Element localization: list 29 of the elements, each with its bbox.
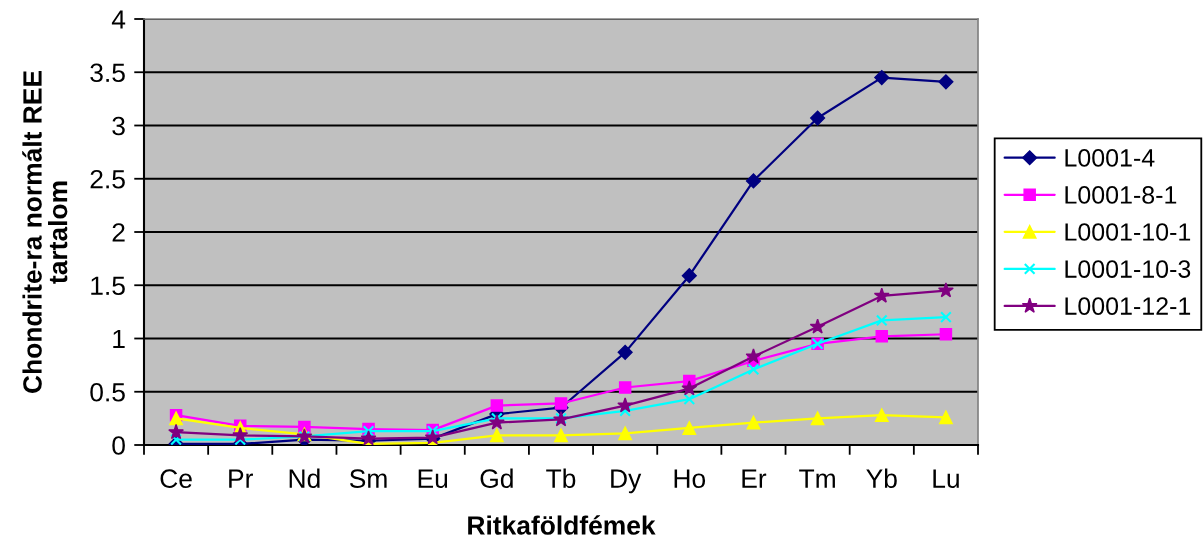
y-tick-label: 1.5 xyxy=(91,276,125,296)
y-tick-label: 2 xyxy=(112,223,125,242)
y-tick-label: 2.5 xyxy=(90,169,125,189)
legend-label: L0001-10-3 xyxy=(1065,260,1191,278)
x-tick-label: Gd xyxy=(480,468,513,488)
x-tick-label: Lu xyxy=(933,469,959,488)
x-tick-label: Ce xyxy=(160,469,192,488)
y-tick-label: 0.5 xyxy=(90,382,125,402)
x-tick-label: Sm xyxy=(349,469,387,488)
y-tick-label: 3.5 xyxy=(90,63,125,83)
legend-label: L0001-8-1 xyxy=(1065,186,1177,204)
x-tick-label: Yb xyxy=(866,468,897,488)
x-tick-label: Ho xyxy=(674,469,706,488)
y-tick-label: 0 xyxy=(112,436,125,455)
y-tick-label: 3 xyxy=(112,116,125,136)
y-tick-label: 1 xyxy=(113,329,125,349)
legend-label: L0001-10-1 xyxy=(1065,223,1191,241)
legend-label: L0001-12-1 xyxy=(1065,297,1191,315)
x-tick-label: Pr xyxy=(229,469,253,488)
x-tick-label: Dy xyxy=(611,469,642,494)
x-tick-label: Nd xyxy=(289,468,320,488)
x-axis-title: Ritkaföldfémek xyxy=(468,515,656,535)
x-tick-label: Tb xyxy=(546,468,576,488)
x-tick-label: Tm xyxy=(799,469,835,488)
x-tick-label: Er xyxy=(742,469,767,488)
x-tick-label: Eu xyxy=(418,469,448,488)
y-axis-title: Chondrite-ra normált REE tartalom xyxy=(22,71,68,393)
legend-label: L0001-4 xyxy=(1065,149,1155,167)
y-tick-label: 4 xyxy=(111,10,126,29)
